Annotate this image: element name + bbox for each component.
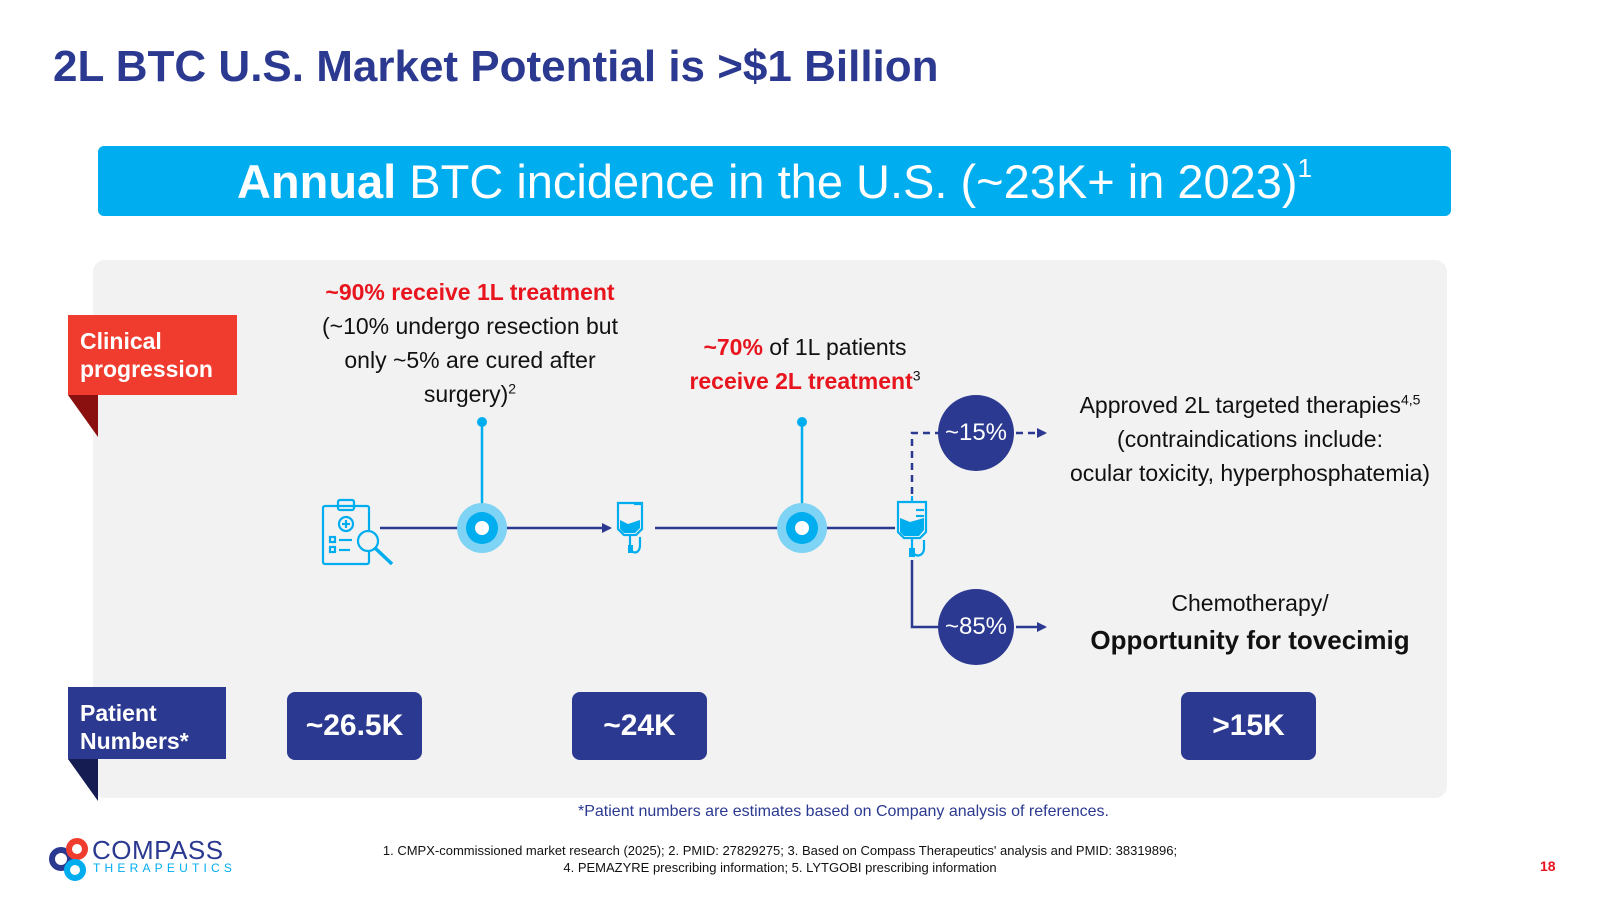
step1-line: only ~5% are cured after [344, 347, 596, 373]
iv-bag-icon [616, 501, 644, 554]
compass-logo-icon [49, 838, 88, 881]
step2-line2: receive 2L treatment3 [660, 364, 950, 398]
targeted-title: Approved 2L targeted therapies [1079, 392, 1401, 418]
targeted-line: (contraindications include: [1117, 426, 1383, 452]
step1-line: (~10% undergo resection but [321, 313, 618, 339]
clipboard-magnifier-icon [321, 498, 394, 566]
incidence-banner: Annual BTC incidence in the U.S. (~23K+ … [98, 146, 1451, 216]
chemotherapy-text: Chemotherapy/ Opportunity for tovecimig [1055, 586, 1445, 660]
patient-numbers-tag: Patient Numbers* [68, 687, 226, 759]
pin-dot [477, 417, 487, 427]
pin-center [795, 521, 809, 535]
patients-tag-fold [68, 759, 98, 801]
targeted-therapies-text: Approved 2L targeted therapies4,5 (contr… [1055, 388, 1445, 490]
pct-circle-85: ~85% [938, 589, 1014, 665]
step2-pct: ~70% [703, 334, 763, 360]
targeted-sup: 4,5 [1400, 391, 1421, 408]
targeted-line: ocular toxicity, hyperphosphatemia) [1069, 460, 1431, 486]
logo-subtitle: THERAPEUTICS [93, 861, 237, 875]
branch-dashed-line [910, 431, 940, 494]
patient-number-pill-1: ~26.5K [287, 692, 422, 760]
tag-line: Numbers* [80, 728, 189, 754]
reference-line: 1. CMPX-commissioned market research (20… [382, 843, 1178, 858]
pct-circle-15: ~15% [938, 395, 1014, 471]
chemo-line1: Chemotherapy/ [1171, 590, 1329, 616]
patient-number-pill-2: ~24K [572, 692, 707, 760]
step2-sup: 3 [912, 367, 921, 384]
chemo-opportunity: Opportunity for tovecimig [1090, 625, 1410, 655]
step1-line3: surgery) [423, 381, 509, 407]
pin-dot [797, 417, 807, 427]
step1-line: surgery)2 [300, 377, 640, 411]
step1-headline: ~90% receive 1L treatment [325, 279, 615, 305]
iv-bag-icon [896, 496, 928, 557]
patient-number-pill-3: >15K [1181, 692, 1316, 760]
branch-line [910, 560, 940, 629]
banner-sup: 1 [1297, 153, 1313, 184]
banner-text: BTC incidence in the U.S. (~23K+ in 2023… [396, 155, 1298, 208]
tag-line: progression [80, 356, 213, 382]
logo-wordmark: COMPASS [92, 835, 224, 865]
clinical-progression-tag: Clinical progression [68, 315, 237, 395]
clinical-tag-fold [68, 395, 98, 437]
reference-line: 4. PEMAZYRE prescribing information; 5. … [563, 860, 997, 875]
tag-line: Clinical [80, 328, 162, 354]
slide-title: 2L BTC U.S. Market Potential is >$1 Bill… [53, 42, 939, 91]
pin-center [475, 521, 489, 535]
step2-headline: receive 2L treatment [689, 368, 913, 394]
page-number: 18 [1540, 858, 1556, 874]
step1-sup: 2 [508, 380, 517, 397]
tag-line: Patient [80, 700, 157, 726]
step2-line1: ~70% of 1L patients [660, 330, 950, 364]
references: 1. CMPX-commissioned market research (20… [380, 842, 1180, 876]
banner-bold: Annual [236, 155, 397, 208]
targeted-line1: Approved 2L targeted therapies4,5 [1055, 388, 1445, 422]
patient-numbers-footnote: *Patient numbers are estimates based on … [578, 803, 1109, 820]
step2-rest: of 1L patients [762, 334, 907, 360]
step2-text: ~70% of 1L patients receive 2L treatment… [660, 330, 950, 398]
step1-text: ~90% receive 1L treatment (~10% undergo … [300, 275, 640, 411]
